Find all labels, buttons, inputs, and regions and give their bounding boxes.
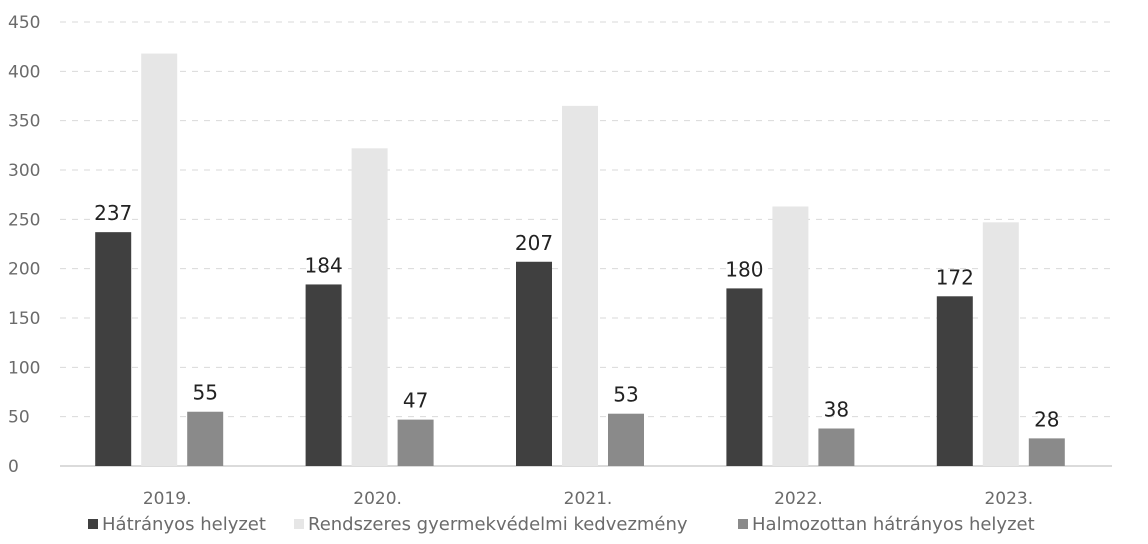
- bar-rendszeres-2021: [562, 105, 598, 466]
- bar-rendszeres-2022: [772, 206, 809, 467]
- y-tick-label: 400: [8, 62, 40, 82]
- y-tick-label: 300: [8, 161, 40, 181]
- bar-halmozottan-2019: [187, 411, 224, 466]
- legend-label: Rendszeres gyermekvédelmi kedvezmény: [308, 514, 688, 535]
- y-tick-label: 50: [8, 408, 30, 428]
- bar-hatranyos-2020: [305, 284, 342, 466]
- data-label: 55: [192, 381, 217, 405]
- data-label: 207: [515, 231, 553, 255]
- bar-rendszeres-2019: [141, 53, 178, 466]
- y-tick-label: 250: [8, 210, 40, 230]
- data-label: 53: [613, 383, 638, 407]
- bar-rendszeres-2020: [351, 148, 388, 466]
- data-label: 28: [1034, 407, 1059, 431]
- legend-swatch: [294, 519, 304, 529]
- legend-label: Hátrányos helyzet: [102, 514, 266, 535]
- x-tick-label: 2019.: [143, 489, 192, 509]
- bar-rendszeres-2023: [982, 222, 1019, 466]
- data-label: 237: [94, 201, 132, 225]
- bar-halmozottan-2020: [397, 419, 434, 466]
- data-labels: 237 55 184 47 207 53 180 38 172 28: [94, 201, 1059, 431]
- legend-swatch: [88, 519, 98, 529]
- y-tick-label: 450: [8, 13, 40, 33]
- data-label: 172: [936, 265, 974, 289]
- bar-halmozottan-2022: [818, 428, 855, 466]
- legend-label: Halmozottan hátrányos helyzet: [752, 514, 1035, 535]
- y-tick-label: 0: [8, 457, 19, 477]
- data-label: 184: [305, 253, 343, 277]
- x-tick-label: 2020.: [353, 489, 402, 509]
- data-label: 180: [725, 257, 763, 281]
- y-tick-label: 150: [8, 309, 40, 329]
- legend: Hátrányos helyzet Rendszeres gyermekvédel…: [88, 514, 1035, 535]
- bar-hatranyos-2019: [95, 232, 132, 466]
- x-tick-label: 2022.: [774, 489, 823, 509]
- bar-hatranyos-2022: [726, 288, 763, 466]
- y-tick-label: 200: [8, 260, 40, 280]
- x-axis: 2019. 2020. 2021. 2022. 2023.: [143, 489, 1033, 509]
- x-tick-label: 2023.: [984, 489, 1033, 509]
- bar-hatranyos-2021: [516, 261, 552, 466]
- bar-halmozottan-2021: [608, 413, 644, 466]
- y-axis: 0 50 100 150 200 250 300 350 400 450: [8, 13, 40, 477]
- x-tick-label: 2021.: [564, 489, 613, 509]
- bar-halmozottan-2023: [1028, 438, 1065, 466]
- bar-hatranyos-2023: [936, 296, 973, 466]
- bars: [95, 53, 1065, 467]
- data-label: 38: [824, 398, 849, 422]
- legend-swatch: [738, 519, 748, 529]
- y-tick-label: 350: [8, 112, 40, 132]
- y-tick-label: 100: [8, 358, 40, 378]
- data-label: 47: [403, 389, 428, 413]
